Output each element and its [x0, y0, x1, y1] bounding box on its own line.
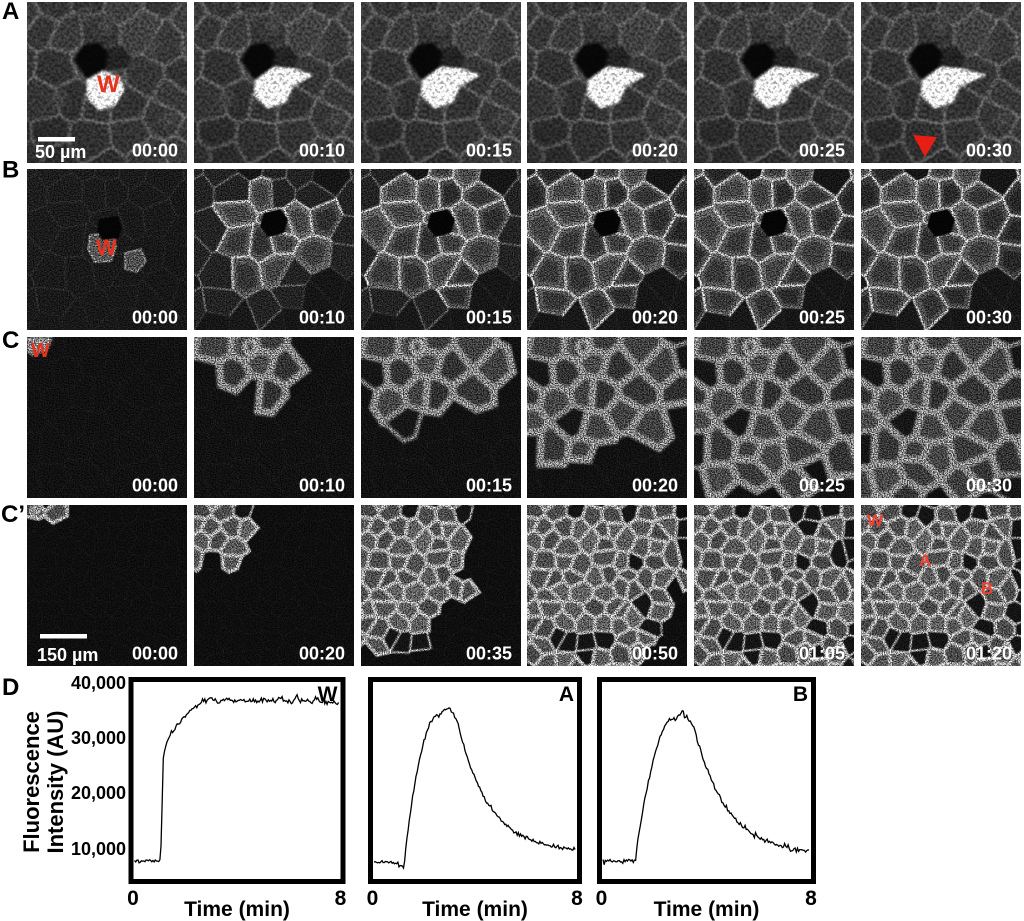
svg-text:W: W: [318, 683, 338, 706]
svg-text:W: W: [97, 71, 120, 98]
svg-text:150 µm: 150 µm: [37, 645, 98, 665]
svg-text:00:10: 00:10: [299, 476, 345, 496]
svg-text:C: C: [2, 327, 19, 354]
svg-text:W: W: [96, 235, 117, 260]
svg-text:W: W: [867, 511, 884, 530]
svg-text:00:30: 00:30: [966, 141, 1012, 161]
svg-text:0: 0: [127, 887, 139, 910]
svg-text:B: B: [981, 579, 993, 598]
svg-text:00:25: 00:25: [799, 141, 845, 161]
svg-text:Time (min): Time (min): [654, 898, 760, 921]
svg-text:00:15: 00:15: [466, 308, 512, 328]
svg-text:01:05: 01:05: [799, 644, 845, 664]
svg-text:B: B: [793, 683, 808, 706]
svg-text:00:00: 00:00: [132, 308, 178, 328]
svg-text:W: W: [31, 340, 50, 362]
svg-text:00:20: 00:20: [299, 644, 345, 664]
svg-text:D: D: [2, 674, 19, 701]
svg-text:10,000: 10,000: [71, 839, 126, 859]
svg-text:00:15: 00:15: [466, 476, 512, 496]
svg-text:8: 8: [571, 887, 583, 910]
svg-text:01:20: 01:20: [966, 644, 1012, 664]
svg-text:C’: C’: [1, 501, 25, 528]
svg-text:8: 8: [805, 887, 817, 910]
svg-text:00:25: 00:25: [799, 476, 845, 496]
svg-text:30,000: 30,000: [71, 728, 126, 748]
svg-text:00:00: 00:00: [132, 644, 178, 664]
svg-text:0: 0: [596, 887, 608, 910]
svg-text:00:00: 00:00: [132, 476, 178, 496]
svg-text:00:00: 00:00: [132, 141, 178, 161]
svg-text:00:30: 00:30: [966, 308, 1012, 328]
svg-text:00:20: 00:20: [632, 308, 678, 328]
svg-text:00:50: 00:50: [632, 644, 678, 664]
svg-text:40,000: 40,000: [71, 673, 126, 693]
svg-text:0: 0: [367, 887, 379, 910]
svg-text:20,000: 20,000: [71, 783, 126, 803]
svg-text:Fluorescence: Fluorescence: [19, 711, 44, 853]
svg-text:A: A: [919, 551, 931, 570]
svg-text:8: 8: [335, 887, 347, 910]
svg-text:50 µm: 50 µm: [35, 142, 86, 162]
svg-text:A: A: [559, 683, 574, 706]
svg-text:Time (min): Time (min): [184, 898, 290, 921]
svg-text:00:25: 00:25: [799, 308, 845, 328]
svg-text:00:10: 00:10: [299, 141, 345, 161]
svg-text:00:35: 00:35: [466, 644, 512, 664]
svg-text:00:10: 00:10: [299, 308, 345, 328]
svg-text:Intensity (AU): Intensity (AU): [43, 711, 68, 854]
svg-text:A: A: [2, 0, 19, 25]
svg-text:00:30: 00:30: [966, 476, 1012, 496]
svg-text:00:15: 00:15: [466, 141, 512, 161]
svg-text:B: B: [2, 157, 19, 184]
svg-text:00:20: 00:20: [632, 476, 678, 496]
svg-text:Time (min): Time (min): [422, 898, 528, 921]
svg-text:00:20: 00:20: [632, 141, 678, 161]
